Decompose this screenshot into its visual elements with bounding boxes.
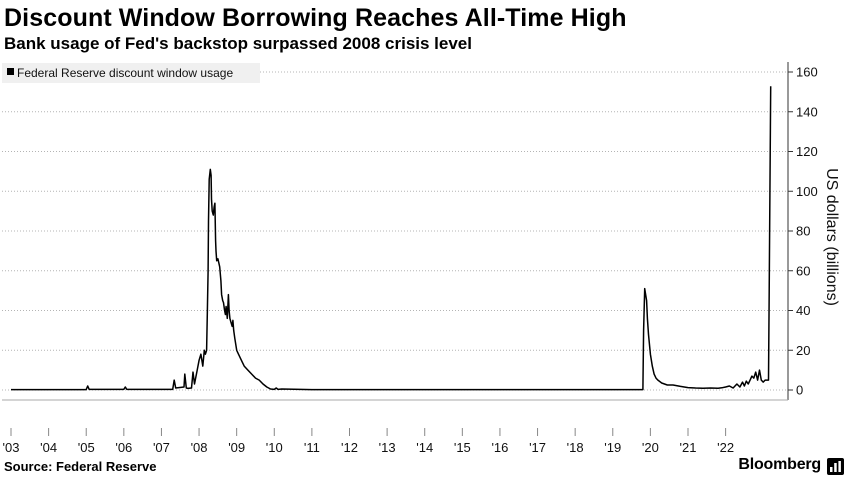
x-tick-label: '05 bbox=[78, 440, 95, 455]
y-tick-label: 0 bbox=[796, 383, 803, 398]
x-tick-label: '13 bbox=[379, 440, 396, 455]
source-note: Source: Federal Reserve bbox=[4, 459, 157, 474]
x-tick-label: '12 bbox=[341, 440, 358, 455]
x-tick-label: '14 bbox=[416, 440, 433, 455]
y-tick-label: 120 bbox=[796, 144, 818, 159]
y-axis-label: US dollars (billions) bbox=[823, 168, 840, 306]
chart-title: Discount Window Borrowing Reaches All-Ti… bbox=[4, 4, 627, 32]
x-tick-label: '07 bbox=[153, 440, 170, 455]
x-axis: '03 '04 '05 '06 '07 '08 '09 '10 '11 '12 '13 '14 '15 '… bbox=[2, 399, 788, 455]
x-tick-label: '15 bbox=[454, 440, 471, 455]
gridlines bbox=[2, 71, 788, 391]
brand-logo: Bloomberg bbox=[738, 456, 821, 473]
series-line-discount-window bbox=[11, 86, 772, 391]
legend-swatch bbox=[7, 68, 14, 75]
y-tick-label: 100 bbox=[796, 184, 818, 199]
x-tick-label: '22 bbox=[717, 440, 734, 455]
x-tick-label: '17 bbox=[529, 440, 546, 455]
chart-subtitle: Bank usage of Fed's backstop surpassed 2… bbox=[4, 34, 472, 53]
x-tick-label: '10 bbox=[266, 440, 283, 455]
x-tick-label: '03 bbox=[3, 440, 20, 455]
x-tick-label: '04 bbox=[40, 440, 57, 455]
x-tick-label: '20 bbox=[642, 440, 659, 455]
x-tick-label: '21 bbox=[680, 440, 697, 455]
x-tick-label: '08 bbox=[191, 440, 208, 455]
legend-label: Federal Reserve discount window usage bbox=[17, 66, 233, 80]
x-tick-label: '09 bbox=[228, 440, 245, 455]
legend-background bbox=[2, 63, 260, 83]
x-tick-label: '19 bbox=[604, 440, 621, 455]
stats-icon bbox=[827, 458, 844, 475]
y-tick-label: 80 bbox=[796, 224, 810, 239]
y-tick-label: 60 bbox=[796, 263, 810, 278]
y-tick-label: 20 bbox=[796, 343, 810, 358]
y-tick-label: 160 bbox=[796, 65, 818, 80]
x-tick-label: '16 bbox=[491, 440, 508, 455]
y-tick-label: 140 bbox=[796, 104, 818, 119]
y-tick-label: 40 bbox=[796, 303, 810, 318]
y-axis: 0 20 40 60 80 100 120 140 160 bbox=[787, 62, 818, 400]
x-tick-label: '06 bbox=[115, 440, 132, 455]
x-tick-label: '18 bbox=[567, 440, 584, 455]
x-tick-label: '11 bbox=[304, 440, 320, 455]
legend: Federal Reserve discount window usage bbox=[2, 63, 260, 83]
